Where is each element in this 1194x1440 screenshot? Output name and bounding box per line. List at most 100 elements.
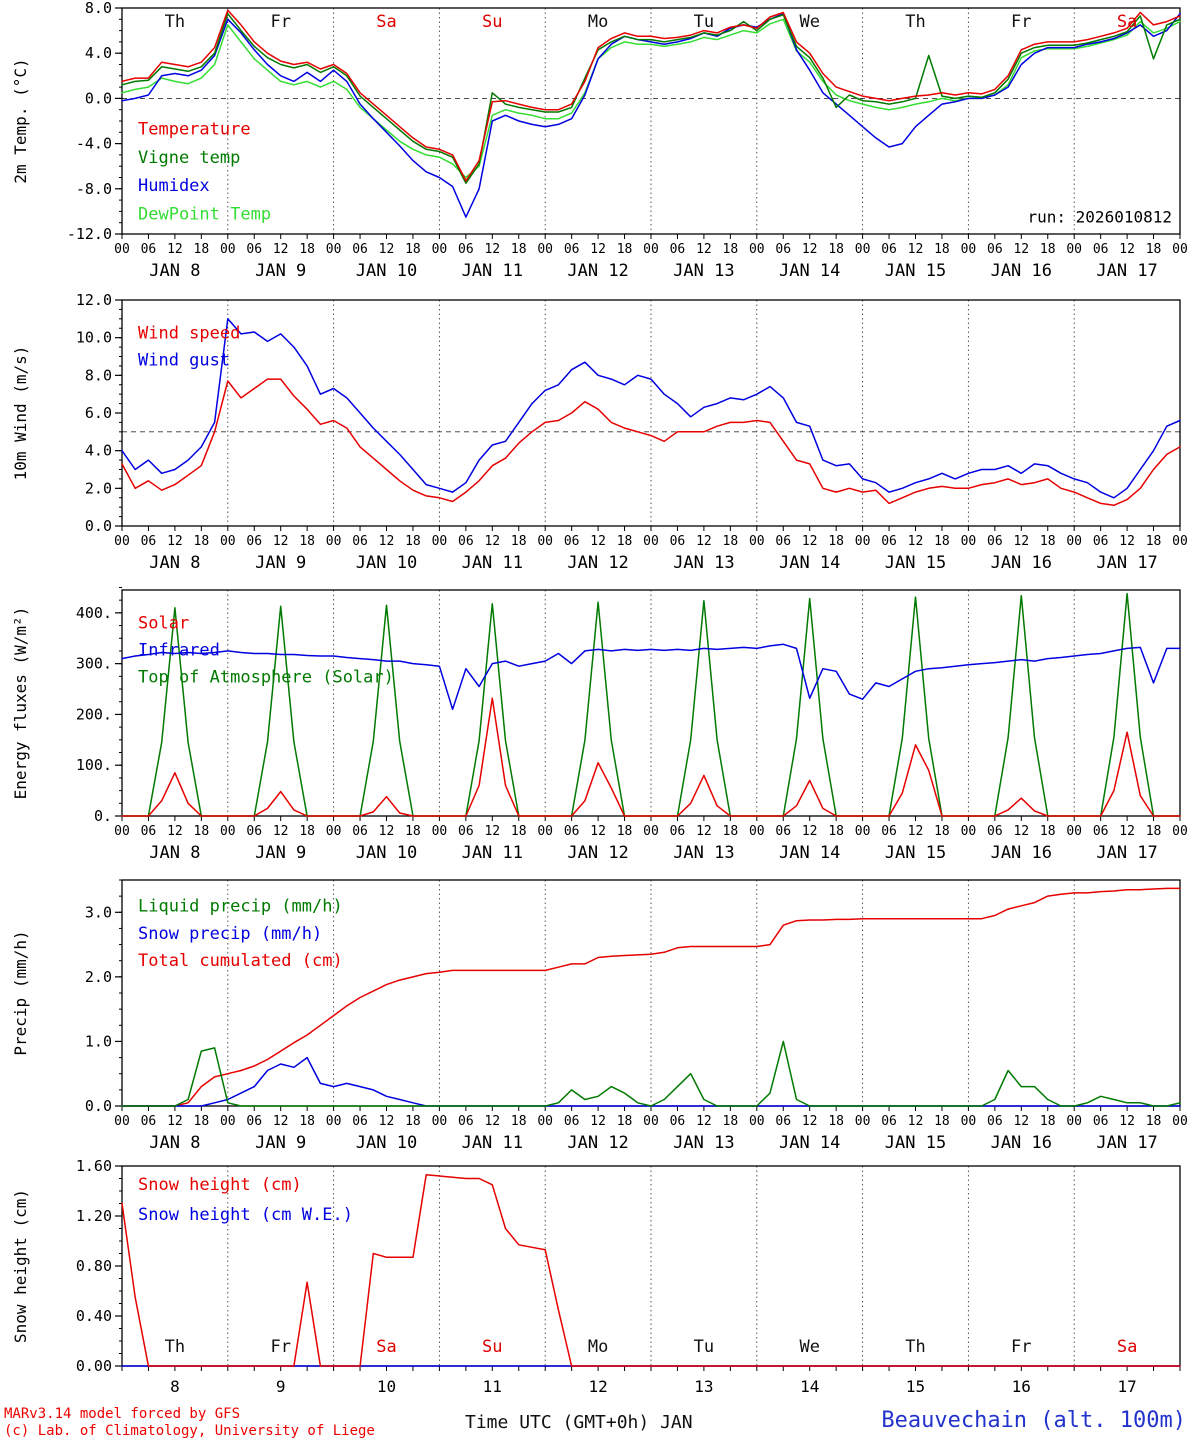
svg-text:06: 06	[881, 242, 897, 257]
svg-text:12: 12	[908, 824, 924, 839]
svg-text:JAN 14: JAN 14	[779, 843, 840, 863]
svg-text:-12.0: -12.0	[67, 225, 112, 243]
svg-text:06: 06	[670, 824, 686, 839]
svg-text:JAN 11: JAN 11	[462, 1133, 523, 1153]
svg-text:06: 06	[987, 534, 1003, 549]
svg-text:0.0: 0.0	[85, 1097, 112, 1115]
svg-text:00: 00	[432, 534, 448, 549]
svg-text:00: 00	[114, 534, 130, 549]
svg-text:06: 06	[775, 534, 791, 549]
svg-text:00: 00	[1066, 242, 1082, 257]
svg-text:12: 12	[1013, 1114, 1029, 1129]
svg-text:06: 06	[352, 534, 368, 549]
svg-text:12: 12	[802, 242, 818, 257]
svg-text:00: 00	[432, 242, 448, 257]
svg-text:Mo: Mo	[588, 12, 608, 32]
svg-text:0.40: 0.40	[76, 1307, 112, 1325]
svg-text:10.0: 10.0	[76, 329, 112, 347]
svg-text:18: 18	[723, 824, 739, 839]
svg-text:00: 00	[220, 242, 236, 257]
svg-text:06: 06	[458, 824, 474, 839]
svg-text:18: 18	[723, 242, 739, 257]
svg-text:12: 12	[802, 534, 818, 549]
svg-text:18: 18	[299, 242, 315, 257]
svg-text:00: 00	[749, 242, 765, 257]
svg-text:06: 06	[352, 824, 368, 839]
svg-text:18: 18	[1040, 242, 1056, 257]
svg-text:JAN 15: JAN 15	[885, 553, 946, 573]
svg-text:Sa: Sa	[1117, 12, 1137, 32]
svg-text:Sa: Sa	[376, 12, 396, 32]
svg-text:00: 00	[432, 1114, 448, 1129]
svg-text:06: 06	[564, 824, 580, 839]
svg-text:06: 06	[564, 1114, 580, 1129]
svg-text:00: 00	[114, 242, 130, 257]
svg-text:00: 00	[1066, 534, 1082, 549]
svg-text:JAN 8: JAN 8	[149, 553, 200, 573]
svg-text:200.: 200.	[76, 705, 112, 723]
panel-snow: 1.60 1.20 0.80 0.40 0.00 8 9 10 11 12 13 14 15 16 17 Sn…	[0, 1160, 1194, 1405]
svg-text:12: 12	[696, 534, 712, 549]
panel-precip: 3.0 2.0 1.0 0.0 00 06 12 18 00 06 12 18 00 06 12 18 00 06…	[0, 870, 1194, 1160]
svg-text:JAN 16: JAN 16	[991, 553, 1052, 573]
svg-text:06: 06	[1093, 824, 1109, 839]
svg-text:12: 12	[379, 534, 395, 549]
svg-text:18: 18	[1040, 824, 1056, 839]
svg-text:06: 06	[246, 242, 262, 257]
svg-text:2.0: 2.0	[85, 968, 112, 986]
svg-text:06: 06	[246, 534, 262, 549]
svg-text:JAN 11: JAN 11	[462, 261, 523, 281]
svg-text:Th: Th	[905, 12, 925, 32]
svg-text:06: 06	[458, 534, 474, 549]
svg-text:18: 18	[617, 1114, 633, 1129]
svg-text:Fr: Fr	[270, 12, 290, 32]
svg-text:16: 16	[1012, 1377, 1031, 1396]
svg-text:Precip (mm/h): Precip (mm/h)	[11, 930, 30, 1055]
svg-text:12: 12	[696, 242, 712, 257]
svg-text:Fr: Fr	[1011, 1337, 1031, 1357]
svg-text:12: 12	[590, 242, 606, 257]
svg-text:12: 12	[1119, 242, 1135, 257]
svg-text:Mo: Mo	[588, 1337, 608, 1357]
station-label: Beauvechain (alt. 100m)	[881, 1408, 1186, 1433]
svg-text:00: 00	[961, 1114, 977, 1129]
svg-text:Th: Th	[165, 1337, 185, 1357]
svg-text:00: 00	[749, 1114, 765, 1129]
svg-text:JAN 14: JAN 14	[779, 1133, 840, 1153]
svg-text:18: 18	[828, 534, 844, 549]
model-credit-text: MARv3.14 model forced by GFS	[4, 1406, 241, 1422]
svg-text:12: 12	[484, 824, 500, 839]
svg-text:00: 00	[432, 824, 448, 839]
svg-text:12: 12	[590, 824, 606, 839]
svg-text:00: 00	[643, 1114, 659, 1129]
svg-text:00: 00	[643, 824, 659, 839]
svg-text:06: 06	[775, 824, 791, 839]
svg-text:0.80: 0.80	[76, 1257, 112, 1275]
svg-text:15: 15	[906, 1377, 925, 1396]
svg-text:00: 00	[537, 534, 553, 549]
svg-text:00: 00	[537, 242, 553, 257]
svg-text:JAN 13: JAN 13	[673, 553, 734, 573]
svg-text:Wind speed: Wind speed	[138, 323, 240, 343]
svg-text:Top of Atmosphere (Solar): Top of Atmosphere (Solar)	[138, 668, 394, 688]
svg-text:00: 00	[961, 824, 977, 839]
svg-text:12: 12	[484, 1114, 500, 1129]
svg-text:JAN 17: JAN 17	[1096, 843, 1157, 863]
svg-text:Tu: Tu	[694, 1337, 714, 1357]
svg-text:12: 12	[696, 1114, 712, 1129]
svg-text:12: 12	[484, 534, 500, 549]
panel-wind: 12.0 10.0 8.0 6.0 4.0 2.0 0.0 00 06 12 18 00 06 12 18 0…	[0, 290, 1194, 580]
svg-text:JAN 10: JAN 10	[356, 261, 417, 281]
svg-text:00: 00	[1172, 824, 1188, 839]
svg-text:JAN 12: JAN 12	[567, 553, 628, 573]
svg-text:JAN 14: JAN 14	[779, 261, 840, 281]
svg-text:14: 14	[800, 1377, 819, 1396]
svg-text:JAN 15: JAN 15	[885, 261, 946, 281]
svg-text:12: 12	[908, 242, 924, 257]
svg-text:06: 06	[458, 242, 474, 257]
svg-text:00: 00	[855, 242, 871, 257]
svg-text:8.0: 8.0	[85, 0, 112, 17]
svg-text:00: 00	[855, 824, 871, 839]
svg-text:We: We	[799, 12, 819, 32]
svg-text:18: 18	[194, 1114, 210, 1129]
